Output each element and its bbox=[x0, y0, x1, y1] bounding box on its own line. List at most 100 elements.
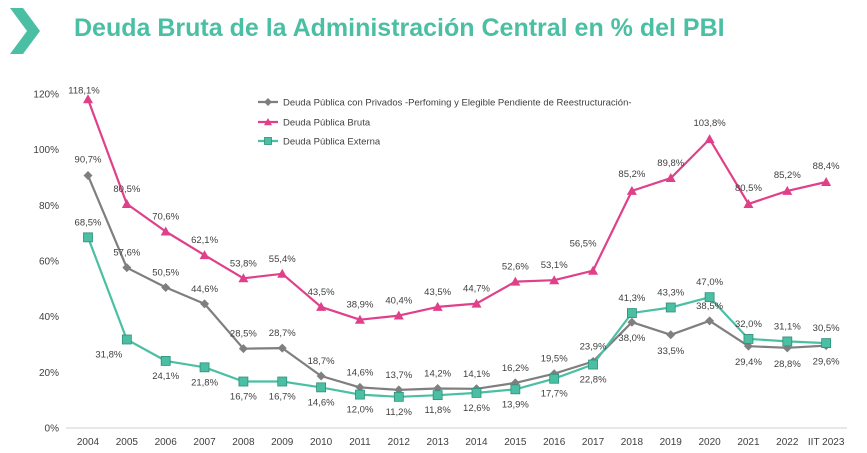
x-tick-label: 2004 bbox=[77, 437, 100, 448]
data-label: 89,8% bbox=[657, 158, 684, 169]
data-label: 62,1% bbox=[191, 235, 218, 246]
data-label: 31,8% bbox=[95, 349, 122, 360]
data-point-square bbox=[627, 308, 637, 318]
x-tick-label: 2010 bbox=[310, 437, 333, 448]
data-point-diamond bbox=[277, 343, 287, 353]
data-label: 13,7% bbox=[385, 370, 412, 381]
data-point-square bbox=[549, 373, 560, 384]
data-label: 38,5% bbox=[696, 301, 723, 312]
data-point-square bbox=[199, 362, 210, 373]
data-point-triangle bbox=[782, 185, 793, 195]
data-point-diamond bbox=[705, 316, 715, 326]
data-label: 16,7% bbox=[269, 392, 296, 403]
data-label: 85,2% bbox=[618, 169, 645, 180]
data-label: 33,5% bbox=[657, 346, 684, 357]
data-label: 28,5% bbox=[230, 329, 257, 340]
legend: Deuda Pública con Privados -Perfoming y … bbox=[258, 98, 632, 148]
x-tick-label: 2009 bbox=[271, 437, 294, 448]
data-label: 103,8% bbox=[693, 118, 726, 129]
data-point-square bbox=[432, 390, 443, 401]
data-point-square bbox=[83, 232, 93, 243]
data-point-triangle bbox=[199, 250, 210, 260]
data-label: 11,8% bbox=[425, 405, 452, 416]
x-tick-label: 2019 bbox=[660, 437, 683, 448]
data-label: 28,7% bbox=[269, 328, 296, 339]
data-point-square bbox=[782, 336, 793, 347]
series-line-triangle bbox=[86, 98, 827, 321]
data-label: 30,5% bbox=[813, 323, 840, 334]
data-point-triangle bbox=[393, 310, 404, 320]
data-label: 43,3% bbox=[657, 287, 684, 298]
data-label: 41,3% bbox=[618, 293, 645, 304]
data-label: 118,1% bbox=[68, 85, 100, 96]
data-label: 68,5% bbox=[75, 217, 102, 228]
y-tick-label: 40% bbox=[39, 312, 59, 323]
data-label: 55,4% bbox=[269, 254, 296, 265]
y-tick-label: 60% bbox=[39, 257, 59, 268]
data-label: 90,7% bbox=[75, 155, 102, 166]
data-point-square bbox=[471, 388, 482, 398]
data-point-square bbox=[355, 389, 365, 400]
data-point-triangle bbox=[626, 185, 637, 195]
axis-layer: 0% 20% 40% 60% 80% 100% 120% 2004 2005 2006 2007 20… bbox=[33, 90, 847, 448]
data-point-diamond bbox=[122, 263, 132, 273]
data-point-square bbox=[316, 382, 327, 393]
data-label: 70,6% bbox=[152, 211, 179, 222]
x-tick-label: 2021 bbox=[737, 437, 760, 448]
x-tick-label: 2005 bbox=[116, 437, 139, 448]
x-tick-label: IIT 2023 bbox=[808, 437, 845, 448]
data-point-triangle bbox=[704, 134, 715, 144]
data-point-triangle bbox=[121, 198, 132, 208]
series-line-square bbox=[86, 236, 827, 398]
data-label: 19,5% bbox=[541, 354, 568, 365]
y-tick-label: 100% bbox=[33, 145, 59, 156]
data-point-triangle bbox=[160, 226, 171, 236]
data-label: 22,8% bbox=[580, 375, 607, 386]
data-point-diamond bbox=[355, 382, 365, 392]
series-markers bbox=[83, 94, 832, 402]
legend-marker-triangle bbox=[264, 118, 272, 126]
series-line-diamond bbox=[86, 175, 827, 391]
x-tick-label: 2013 bbox=[427, 437, 450, 448]
data-label: 14,6% bbox=[308, 397, 335, 408]
y-tick-label: 80% bbox=[39, 201, 59, 212]
data-label: 23,9% bbox=[580, 341, 607, 352]
data-point-triangle bbox=[354, 314, 365, 324]
data-label: 40,4% bbox=[385, 296, 412, 307]
data-point-diamond bbox=[316, 371, 326, 381]
page-title: Deuda Bruta de la Administración Central… bbox=[74, 14, 725, 42]
legend-label: Deuda Pública Bruta bbox=[283, 118, 371, 129]
data-point-square bbox=[277, 376, 288, 387]
data-point-triangle bbox=[665, 173, 676, 183]
data-label: 50,5% bbox=[152, 267, 179, 278]
x-tick-label: 2012 bbox=[388, 437, 411, 448]
data-label: 53,1% bbox=[541, 260, 568, 271]
data-label: 14,6% bbox=[346, 367, 373, 378]
data-point-triangle bbox=[432, 301, 443, 311]
data-label: 38,9% bbox=[346, 300, 373, 311]
data-label: 56,5% bbox=[570, 239, 597, 250]
data-point-triangle bbox=[238, 273, 249, 283]
data-label: 14,1% bbox=[463, 369, 490, 380]
data-point-square bbox=[743, 334, 754, 344]
data-point-diamond bbox=[161, 282, 171, 292]
data-point-diamond bbox=[627, 317, 637, 327]
x-tick-label: 2011 bbox=[349, 437, 371, 448]
data-label: 80,5% bbox=[113, 184, 140, 195]
legend-label: Deuda Pública con Privados -Perfoming y … bbox=[283, 98, 632, 109]
data-point-square bbox=[121, 334, 132, 345]
data-point-triangle bbox=[277, 268, 288, 278]
data-label: 13,9% bbox=[502, 399, 529, 410]
chevron-logo-icon bbox=[10, 8, 40, 54]
legend-marker-diamond bbox=[264, 98, 272, 106]
data-point-triangle bbox=[743, 198, 754, 208]
data-label: 24,1% bbox=[152, 371, 179, 382]
data-point-diamond bbox=[200, 299, 210, 309]
x-tick-label: 2020 bbox=[698, 437, 721, 448]
data-label: 47,0% bbox=[696, 277, 723, 288]
data-point-diamond bbox=[238, 344, 248, 354]
legend-label: Deuda Pública Externa bbox=[283, 137, 381, 148]
data-label: 12,6% bbox=[463, 403, 490, 414]
data-label: 43,5% bbox=[308, 287, 335, 298]
